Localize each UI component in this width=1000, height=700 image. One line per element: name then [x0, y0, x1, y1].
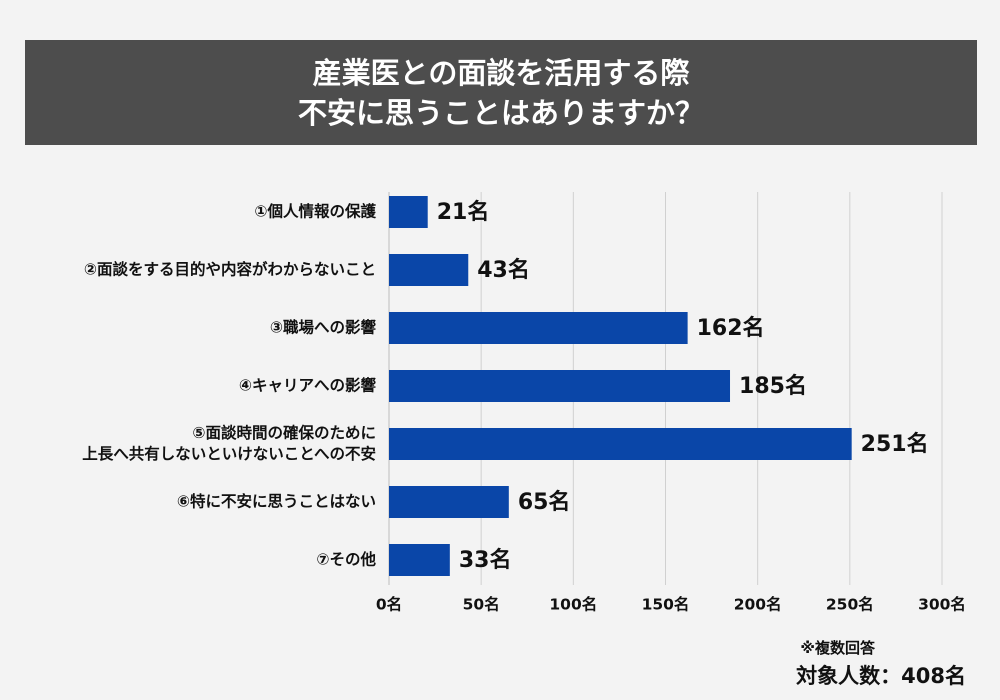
- value-label: 251名: [861, 431, 929, 457]
- category-labels: ①個人情報の保護 ②面談をする目的や内容がわからないこと ③職場への影響 ④キャリアへ…: [82, 202, 376, 569]
- category-label: ③職場への影響: [270, 318, 377, 337]
- gridlines: [388, 192, 943, 585]
- bars: [389, 196, 852, 576]
- x-tick-label: 0名: [376, 595, 402, 614]
- bar: [389, 254, 469, 286]
- category-label: ④キャリアへの影響: [239, 376, 377, 395]
- x-tick-label: 100名: [549, 595, 597, 614]
- x-tick-label: 300名: [918, 595, 966, 614]
- bar: [389, 196, 428, 228]
- category-label: ①個人情報の保護: [254, 202, 376, 221]
- category-label: ⑥特に不安に思うことはない: [177, 492, 376, 511]
- category-label: ⑦その他: [316, 550, 376, 569]
- title-banner: 産業医との面談を活用する際 不安に思うことはありますか？: [25, 40, 977, 145]
- category-label: 上長へ共有しないといけないことへの不安: [82, 444, 376, 463]
- value-label: 43名: [477, 257, 530, 283]
- category-label: ②面談をする目的や内容がわからないこと: [84, 260, 376, 279]
- bar: [389, 312, 688, 344]
- chart-title-line1: 産業医との面談を活用する際: [312, 55, 690, 90]
- value-labels: 21名 43名 162名 185名 251名 65名 33名: [437, 199, 929, 573]
- chart-title-line2: 不安に思うことはありますか？: [297, 95, 704, 130]
- value-label: 21名: [437, 199, 490, 225]
- respondent-count: 対象人数：408名: [796, 664, 966, 688]
- value-label: 185名: [739, 373, 807, 399]
- bar: [389, 544, 450, 576]
- x-tick-label: 150名: [642, 595, 690, 614]
- x-tick-label: 50名: [463, 595, 500, 614]
- value-label: 65名: [518, 489, 571, 515]
- x-tick-label: 200名: [734, 595, 782, 614]
- x-tick-label: 250名: [826, 595, 874, 614]
- bar: [389, 370, 731, 402]
- bar: [389, 428, 852, 460]
- value-label: 33名: [459, 547, 512, 573]
- bar: [389, 486, 509, 518]
- category-label: ⑤面談時間の確保のために: [192, 423, 376, 442]
- value-label: 162名: [697, 315, 765, 341]
- x-axis-tick-labels: 0名 50名 100名 150名 200名 250名 300名: [376, 595, 966, 614]
- multiple-answers-note: ※複数回答: [800, 639, 875, 657]
